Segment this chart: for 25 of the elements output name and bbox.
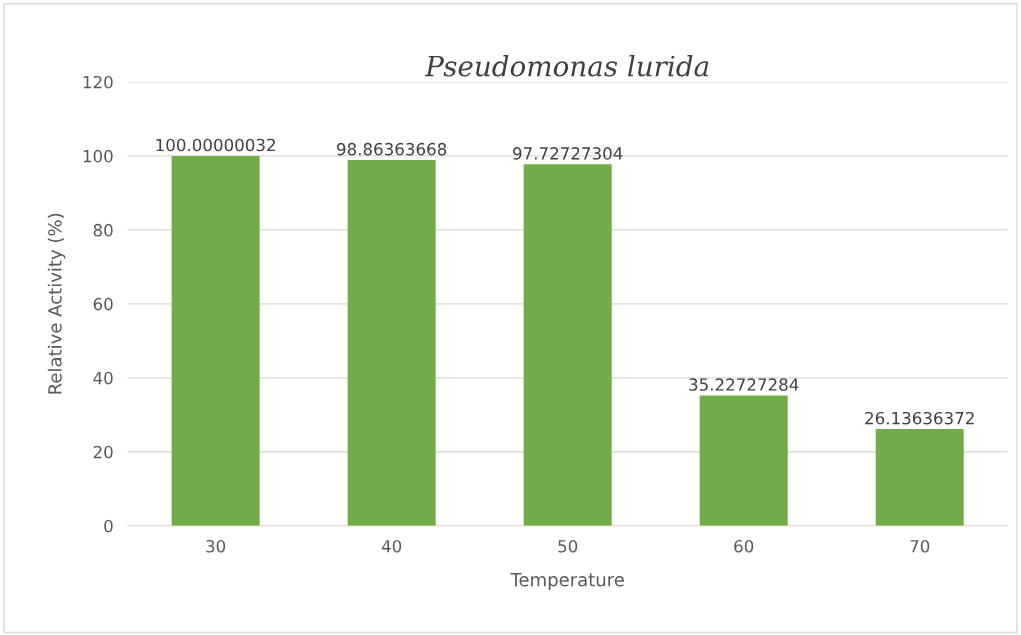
bar (171, 155, 260, 526)
x-tick-label: 50 (558, 539, 578, 553)
bar (347, 160, 436, 526)
data-label: 98.86363668 (337, 142, 447, 156)
x-tick-label: 60 (734, 539, 754, 553)
bar (699, 395, 788, 526)
x-tick-label: 30 (206, 539, 226, 553)
y-tick-label: 40 (93, 371, 113, 385)
y-tick-label: 100 (83, 149, 113, 163)
x-tick-label: 70 (910, 539, 930, 553)
bar (523, 164, 612, 526)
y-tick-label: 80 (93, 223, 113, 237)
x-axis-title: Temperature (510, 573, 624, 590)
y-tick-label: 0 (104, 519, 113, 533)
data-label: 35.22727284 (689, 378, 799, 391)
chart-title: Pseudomonas lurida (424, 55, 709, 77)
data-label: 97.72727304 (513, 147, 623, 160)
y-tick-label: 20 (93, 445, 113, 459)
x-tick-label: 40 (381, 539, 402, 553)
bar (875, 429, 964, 526)
y-tick-label: 120 (83, 75, 113, 89)
y-axis-title: Relative Activity (%) (47, 213, 66, 394)
data-label: 26.13636372 (865, 411, 974, 425)
data-label: 100.00000032 (156, 138, 275, 152)
y-tick-label: 60 (93, 297, 113, 311)
